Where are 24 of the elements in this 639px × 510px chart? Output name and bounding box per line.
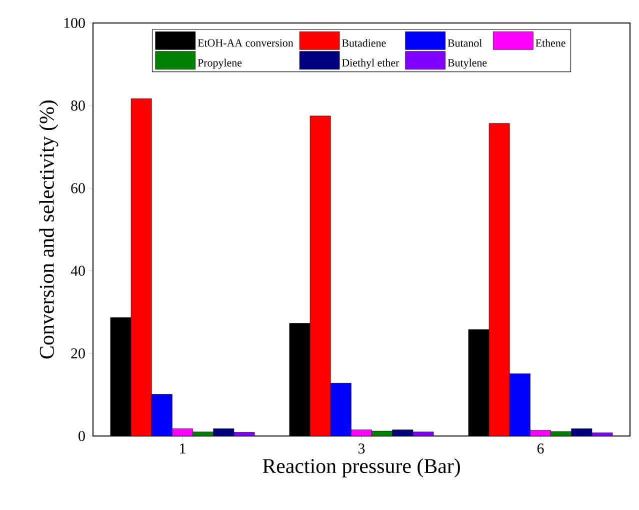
legend-label: Propylene — [198, 58, 242, 69]
legend-label: Diethyl ether — [342, 58, 400, 69]
x-axis-title: Reaction pressure (Bar) — [262, 458, 460, 478]
legend-label: Butanol — [448, 39, 482, 47]
x-tick-label: 6 — [537, 444, 544, 454]
legend-label: Butylene — [448, 58, 487, 69]
bar — [131, 98, 152, 436]
bar — [152, 394, 172, 436]
y-tick-label: 20 — [71, 348, 85, 358]
legend-label: Butadiene — [342, 39, 386, 47]
y-tick-label: 60 — [71, 183, 85, 194]
bar — [509, 373, 530, 436]
y-axis-title: Conversion and selectivity (%) — [39, 100, 58, 358]
x-tick-label: 1 — [180, 444, 186, 454]
legend-label: Ethene — [536, 39, 566, 47]
bar — [488, 123, 510, 436]
bar — [330, 383, 352, 436]
y-tick-label: 0 — [78, 430, 85, 442]
y-tick-label: 40 — [70, 266, 85, 276]
y-tick-label: 100 — [64, 18, 85, 28]
bar — [310, 116, 331, 436]
y-tick-label: 80 — [71, 100, 85, 111]
legend-label: EtOH-AA conversion — [198, 39, 294, 47]
x-tick-label: 3 — [358, 444, 365, 454]
